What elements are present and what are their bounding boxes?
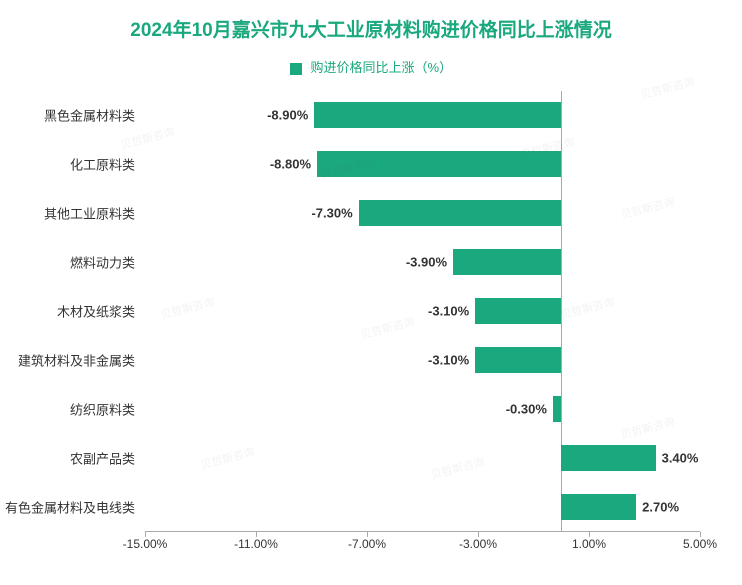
bar (553, 396, 561, 422)
y-label: 木材及纸浆类 (0, 302, 135, 321)
chart-area: 黑色金属材料类化工原料类其他工业原料类燃料动力类木材及纸浆类建筑材料及非金属类纺… (0, 91, 742, 561)
bar (359, 200, 562, 226)
bar-value-label: -7.30% (311, 206, 352, 221)
bar (314, 102, 561, 128)
x-tick-label: 1.00% (572, 537, 606, 551)
bar-value-label: -3.10% (428, 304, 469, 319)
y-label: 燃料动力类 (0, 253, 135, 272)
bar-value-label: -3.90% (406, 255, 447, 270)
x-tick-label: -15.00% (123, 537, 168, 551)
bar (561, 445, 655, 471)
x-axis: -15.00%-11.00%-7.00%-3.00%1.00%5.00% (145, 531, 700, 532)
chart-title: 2024年10月嘉兴市九大工业原材料购进价格同比上涨情况 (0, 0, 742, 42)
legend: 购进价格同比上涨（%） (0, 57, 742, 76)
bar-value-label: -0.30% (506, 401, 547, 416)
y-axis-labels: 黑色金属材料类化工原料类其他工业原料类燃料动力类木材及纸浆类建筑材料及非金属类纺… (0, 91, 145, 531)
y-label: 农副产品类 (0, 448, 135, 467)
x-tick-label: 5.00% (683, 537, 717, 551)
bar (453, 249, 561, 275)
plot-area: -8.90% -8.80% -7.30% -3.90% -3.10% -3.10% -0.3… (145, 91, 700, 531)
y-label: 纺织原料类 (0, 399, 135, 418)
bar (561, 494, 636, 520)
x-tick-label: -7.00% (348, 537, 386, 551)
bar (475, 298, 561, 324)
x-tick-label: -3.00% (459, 537, 497, 551)
legend-label: 购进价格同比上涨（%） (311, 60, 453, 75)
bar-value-label: -3.10% (428, 352, 469, 367)
bar (317, 151, 561, 177)
y-label: 黑色金属材料类 (0, 106, 135, 125)
y-label: 化工原料类 (0, 155, 135, 174)
x-tick-label: -11.00% (234, 537, 278, 551)
bar-value-label: -8.90% (267, 108, 308, 123)
y-label: 有色金属材料及电线类 (0, 497, 135, 516)
bar-value-label: 3.40% (662, 450, 699, 465)
legend-marker (290, 63, 302, 75)
y-label: 建筑材料及非金属类 (0, 350, 135, 369)
bar (475, 347, 561, 373)
y-label: 其他工业原料类 (0, 204, 135, 223)
bar-value-label: -8.80% (270, 157, 311, 172)
bar-value-label: 2.70% (642, 499, 679, 514)
